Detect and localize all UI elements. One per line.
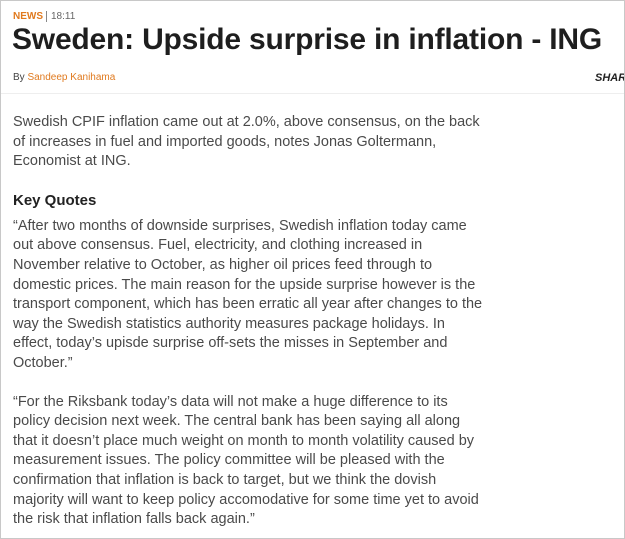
divider bbox=[1, 93, 624, 94]
heading: Key Quotes bbox=[13, 191, 97, 209]
quote: “After two months of downside surprises,… bbox=[13, 217, 483, 371]
meta: NEWS 18:11 bbox=[13, 11, 76, 22]
quote: “For the Riksbank today’s data will not … bbox=[13, 393, 479, 528]
article-body: Swedish CPIF inflation came out at 2.0%,… bbox=[13, 113, 485, 538]
intro: Swedish CPIF inflation came out at 2.0%,… bbox=[13, 114, 480, 170]
byline: By Sandeep Kanihama bbox=[13, 72, 115, 83]
time: 18:11 bbox=[46, 11, 76, 22]
title: Sweden: Upside surprise in inflation - I… bbox=[12, 23, 603, 56]
share[interactable]: SHAR bbox=[595, 72, 625, 84]
by: By bbox=[13, 72, 25, 83]
author[interactable]: Sandeep Kanihama bbox=[27, 72, 116, 83]
category[interactable]: NEWS bbox=[13, 11, 43, 22]
